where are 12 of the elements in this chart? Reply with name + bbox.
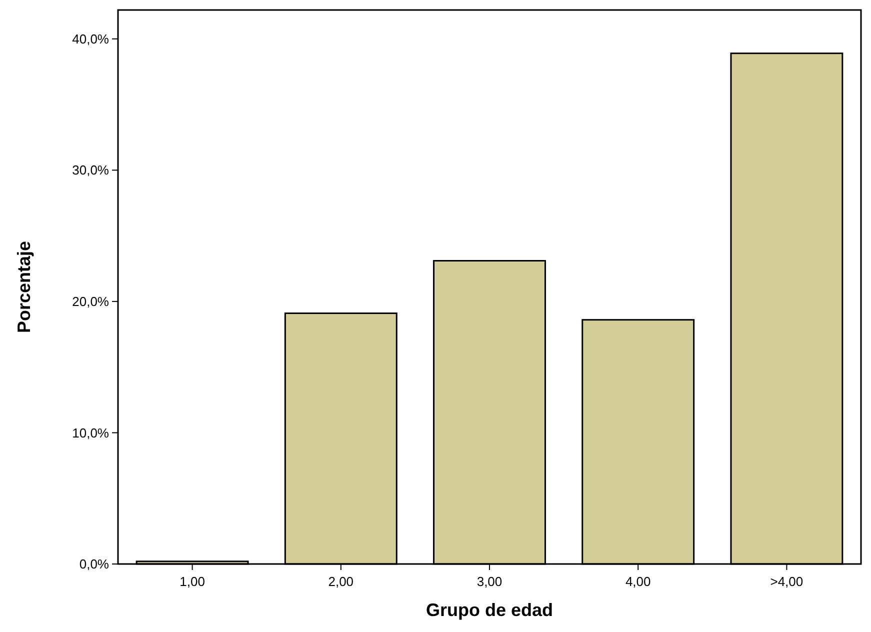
y-tick-label: 20,0% — [72, 294, 110, 309]
y-tick-label: 10,0% — [72, 425, 110, 440]
y-tick-label: 30,0% — [72, 162, 110, 178]
x-axis-title: Grupo de edad — [426, 600, 554, 620]
y-tick-label: 40,0% — [72, 31, 110, 46]
y-axis-title: Porcentaje — [14, 240, 34, 334]
x-tick-label: 4,00 — [625, 574, 651, 589]
x-tick-label: 3,00 — [476, 574, 502, 589]
x-tick-label: 1,00 — [180, 574, 205, 589]
x-tick-label: >4,00 — [770, 574, 804, 589]
x-tick-label: 2,00 — [328, 574, 354, 589]
y-tick-label: 0,0% — [79, 556, 110, 572]
